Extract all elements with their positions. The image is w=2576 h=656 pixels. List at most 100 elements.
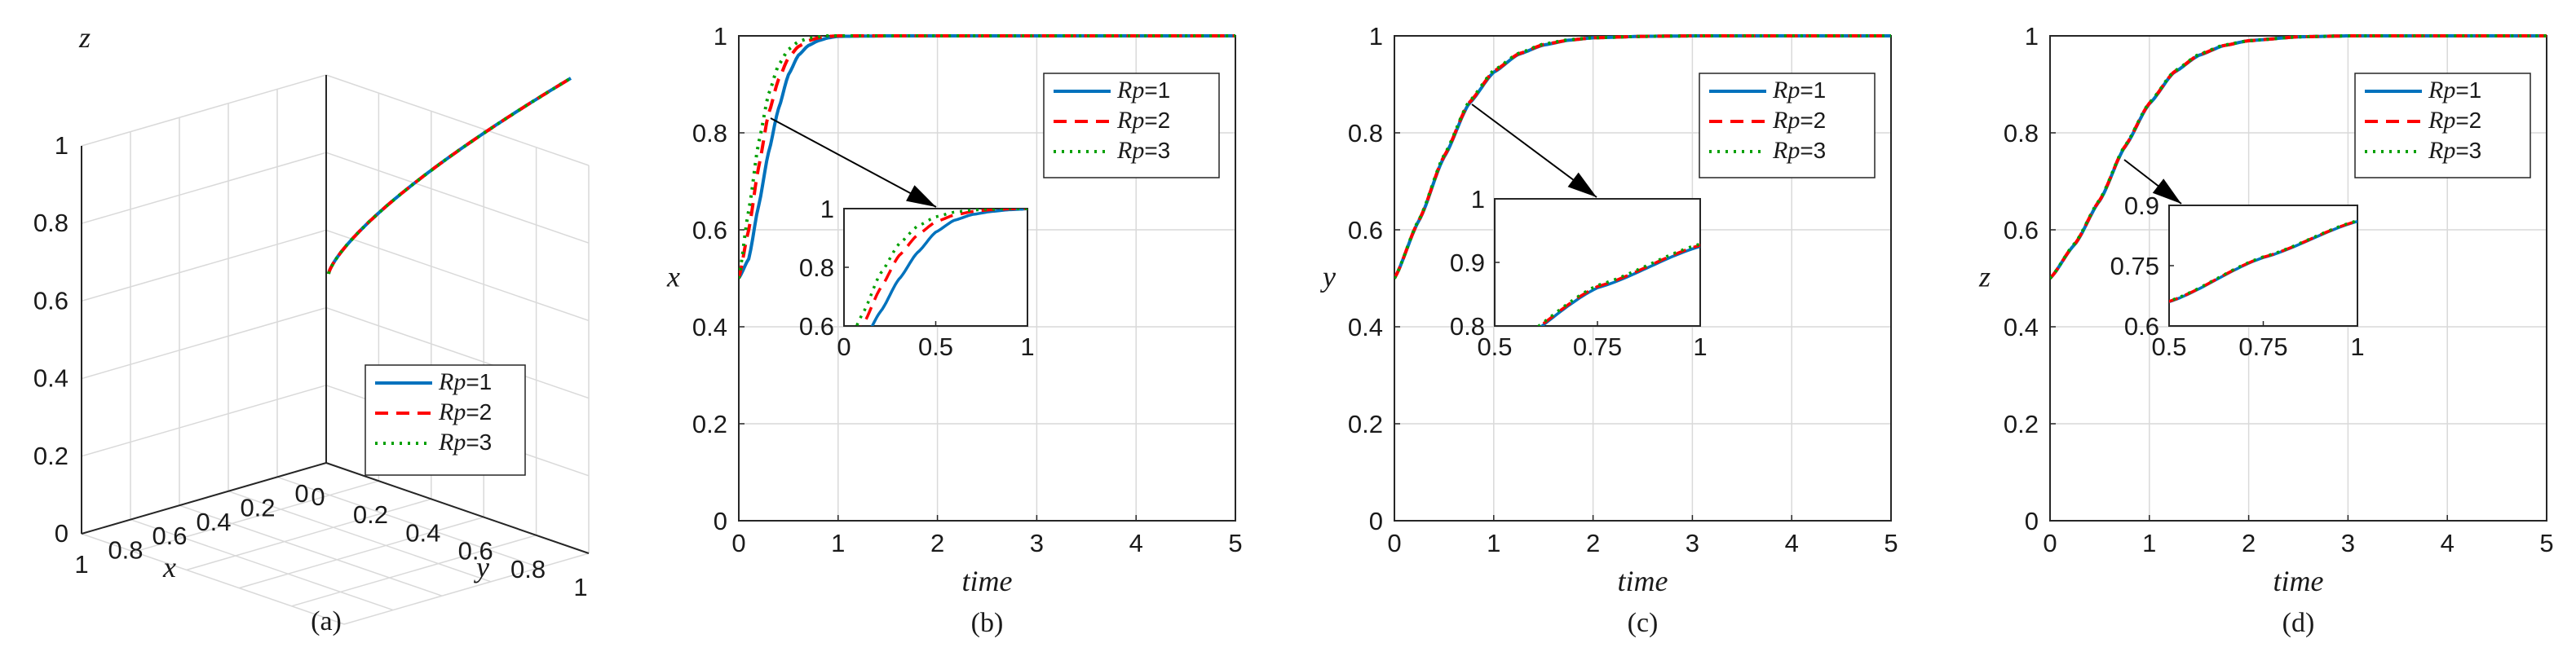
inset-x-tick-label: 0.5 [1477,332,1512,361]
grid-line [325,152,590,244]
x-tick-label: 0.2 [240,493,275,522]
x-tick-label: 0 [731,529,745,557]
y-axis-label: z [1978,261,1991,293]
inset-y-tick-label: 0.9 [2124,192,2159,220]
zoom-inset: 0 0.5 1 0.6 0.8 1 [799,195,1035,361]
grid-line [325,229,590,322]
y-tick-label: 0.4 [2004,313,2039,341]
series-line [739,34,1235,279]
y-tick-label: 1 [714,22,727,51]
y-tick-label: 0.2 [2004,410,2039,438]
legend-label: Rp=3 [1772,137,1826,164]
grid-line [134,480,379,553]
x-tick-label: 0 [2043,529,2057,557]
grid-line [228,491,492,583]
y-tick-label: 0 [2025,507,2039,535]
y-tick-label: 1 [1369,22,1383,51]
x-tick-label: 2 [930,529,944,557]
legend-prefix: Rp [438,429,466,456]
inset-y-tick-label: 0.75 [2110,252,2159,280]
y-tick-label: 0 [714,507,727,535]
grid-line [238,516,484,589]
inset-series-line [2169,218,2357,303]
x-tick-label: 5 [1228,529,1242,557]
legend-prefix: Rp [1772,77,1800,103]
grid-line [179,504,443,597]
zoom-inset: 0.5 0.75 1 0.8 0.9 1 [1450,185,1708,361]
z-tick-label: 0.4 [33,364,68,393]
z-tick-label: 0 [55,519,68,548]
series-line [327,77,572,275]
legend-suffix: =1 [1144,77,1170,103]
x-tick-label: 2 [2242,529,2256,557]
y-tick-label: 0.2 [353,500,388,529]
legend-prefix: Rp [1772,107,1800,134]
legend-label: Rp=1 [1116,77,1170,103]
x-axis-label: time [962,565,1013,597]
inset-y-tick-label: 0.9 [1450,249,1485,277]
legend-prefix: Rp [438,398,466,425]
inset-x-tick-label: 0.75 [1573,332,1622,361]
y-tick-label: 1 [2025,22,2039,51]
x-axis-label: x [162,551,176,583]
series-line [327,77,572,275]
legend-label: Rp=2 [2428,107,2481,134]
y-axis-label: y [1320,261,1336,293]
panel-caption: (a) [311,606,342,636]
inset-x-tick-label: 0.5 [918,332,953,361]
legend-label: Rp=2 [438,398,492,425]
chart-panel-a: 00.20.40.60.8100.20.40.60.8100.20.40.60.… [33,21,590,636]
grid-line [276,476,541,569]
grid-line [325,306,590,399]
grid-line [81,229,327,302]
inset-y-tick-label: 0.6 [2124,312,2159,341]
grid-line [81,306,327,380]
series-line [2050,34,2547,280]
grid-line [291,535,537,607]
legend-suffix: =3 [2455,138,2481,163]
y-tick-label: 0.8 [692,119,727,147]
legend-prefix: Rp [438,368,466,395]
grid-line [325,74,590,166]
inset-x-tick-label: 0 [837,332,851,361]
zoom-arrow-head [906,185,936,207]
legend-suffix: =1 [2455,77,2481,103]
x-tick-label: 1 [74,550,88,579]
chart-panel-d: 0 1 2 3 4 500.20.40.60.81timez(d)Rp=1Rp=2Rp=3… [1978,22,2554,638]
y-tick-label: 0.4 [1348,313,1383,341]
x-tick-label: 2 [1586,529,1600,557]
legend-suffix: =3 [1144,138,1170,163]
legend-label: Rp=3 [438,429,492,456]
y-tick-label: 0.6 [2004,216,2039,244]
x-tick-label: 5 [1884,529,1898,557]
y-axis-line [325,462,590,554]
x-tick-label: 0.6 [152,522,187,550]
legend-prefix: Rp [2428,77,2455,103]
chart-panel-c: 0 1 2 3 4 500.20.40.60.81timey(c)Rp=1Rp=2Rp=3… [1320,22,1898,638]
z-tick-label: 1 [55,131,68,160]
z-tick-label: 0.6 [33,286,68,315]
zoom-inset: 0.5 0.75 1 0.6 0.75 0.9 [2110,192,2365,361]
y-tick-label: 0.2 [692,410,727,438]
x-tick-label: 3 [2341,529,2355,557]
x-tick-label: 1 [1487,529,1500,557]
legend-prefix: Rp [2428,137,2455,164]
y-tick-label: 0.4 [405,518,440,547]
x-tick-label: 5 [2539,529,2553,557]
grid-line [186,498,432,571]
series-line [1394,34,1891,280]
y-axis-label: x [666,261,680,293]
x-tick-label: 0.8 [108,536,143,565]
y-tick-label: 0.4 [692,313,727,341]
x-tick-label: 3 [1686,529,1699,557]
y-tick-label: 0 [311,482,325,511]
inset-y-tick-label: 0.8 [1450,312,1485,341]
x-tick-label: 0 [1387,529,1401,557]
grid-line [81,152,327,224]
series-line [327,77,572,275]
legend-suffix: =1 [1800,77,1826,103]
series-line [1394,34,1891,280]
grid-line [81,533,345,625]
zoom-arrow [770,117,937,208]
